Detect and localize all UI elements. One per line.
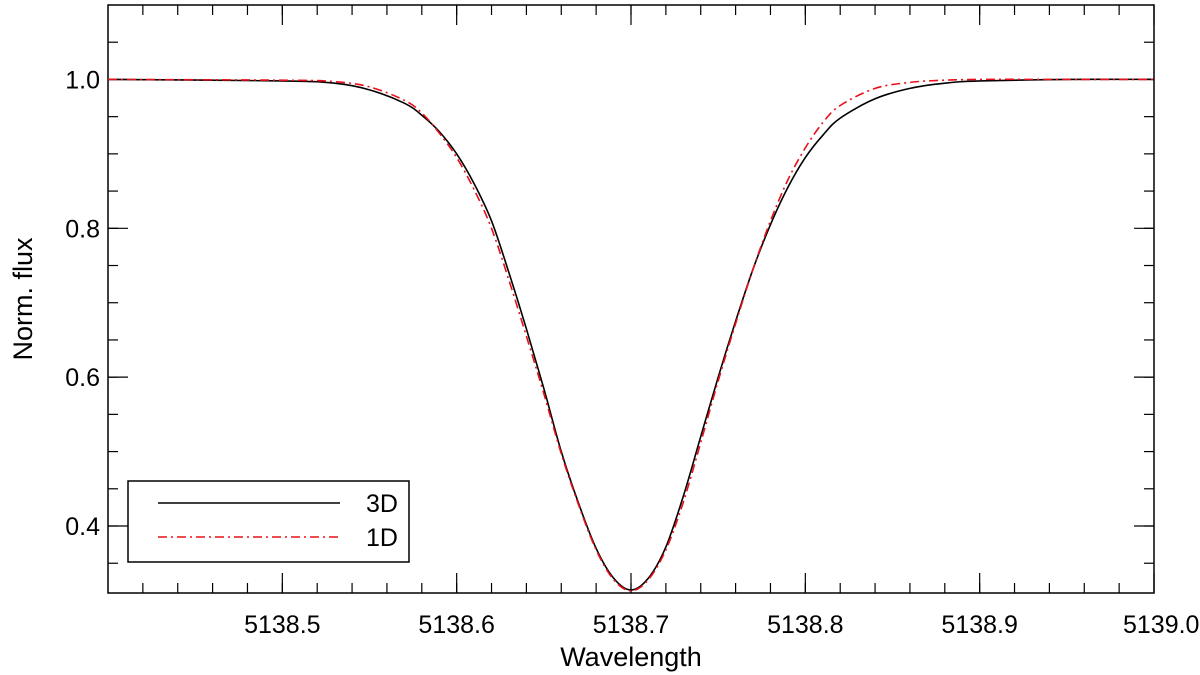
series-layer [107,78,1155,592]
y-tick-label: 1.0 [65,66,100,94]
x-tick-label: 5138.6 [418,611,494,639]
legend-label-1d: 1D [366,524,398,552]
y-axis-label: Norm. flux [8,237,38,361]
tick-labels: 5138.5 5138.6 5138.7 5138.8 5138.9 5139.0 0.4 0… [65,66,1199,639]
x-tick-label: 5138.7 [593,611,669,639]
x-tick-label: 5138.9 [941,611,1017,639]
legend-label-3d: 3D [366,490,398,518]
legend-box [127,480,410,563]
x-tick-label: 5138.8 [767,611,843,639]
x-tick-label: 5138.5 [244,611,320,639]
x-axis-label: Wavelength [560,642,702,672]
axis-ticks [108,5,1155,593]
x-tick-label: 5139.0 [1123,611,1199,639]
y-tick-label: 0.4 [65,513,100,541]
y-tick-label: 0.6 [65,364,100,392]
series-line-1d [107,78,1154,592]
legend: 3D 1D [127,480,410,563]
y-tick-label: 0.8 [65,215,100,243]
